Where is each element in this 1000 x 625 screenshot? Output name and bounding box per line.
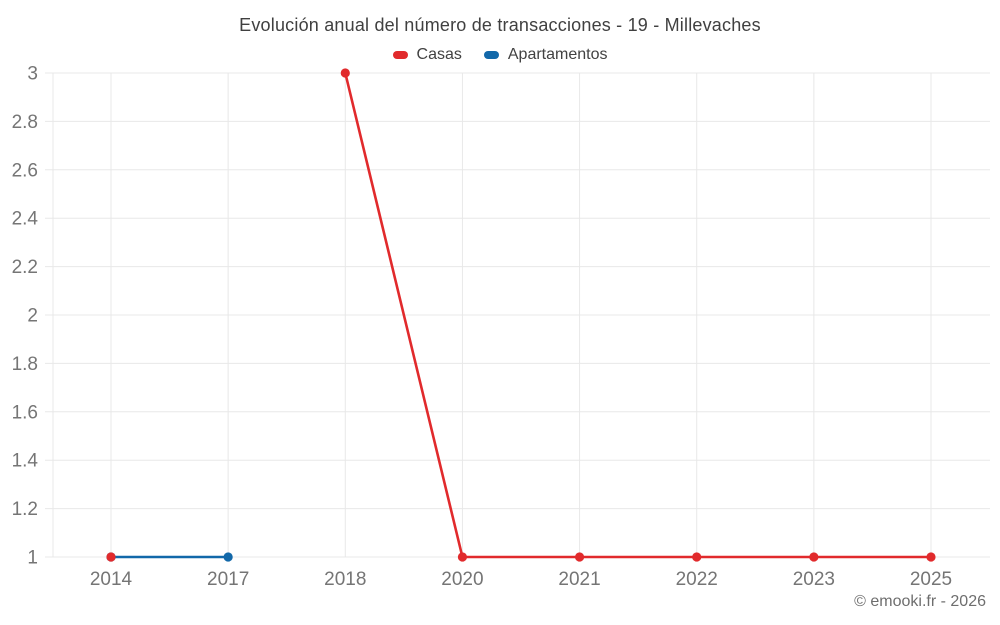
y-axis-tick-label: 1.6 (12, 402, 38, 423)
x-axis-tick-label: 2022 (676, 569, 718, 590)
y-axis-tick-label: 2.2 (12, 257, 38, 278)
y-axis-tick-label: 2.6 (12, 160, 38, 181)
y-axis-tick-label: 2.8 (12, 112, 38, 133)
x-axis-tick-label: 2020 (441, 569, 483, 590)
legend-swatch-apartamentos-icon (483, 51, 499, 59)
x-axis-tick-label: 2018 (324, 569, 366, 590)
data-point-casas-2022 (692, 552, 702, 562)
x-axis-tick-label: 2017 (207, 569, 249, 590)
series-line-casas (344, 72, 932, 559)
data-point-casas-2023 (809, 552, 819, 562)
x-axis-tick-label: 2021 (558, 569, 600, 590)
legend-label-casas: Casas (416, 46, 462, 63)
legend: Casas Apartamentos (0, 46, 1000, 64)
data-point-casas-2025 (926, 552, 936, 562)
data-point-casas-2018 (340, 68, 350, 78)
legend-label-apartamentos: Apartamentos (507, 46, 608, 63)
legend-swatch-casas-icon (392, 51, 408, 59)
copyright: © emooki.fr - 2026 (854, 593, 986, 610)
data-point-casas-2014 (106, 552, 116, 562)
x-axis-tick-label: 2014 (90, 569, 133, 590)
y-axis-tick-label: 1 (27, 547, 38, 568)
data-point-apartamentos-2017 (223, 552, 233, 562)
y-axis-tick-label: 1.4 (12, 451, 39, 472)
y-axis-tick-label: 1.2 (12, 499, 38, 520)
x-axis-tick-label: 2025 (910, 569, 952, 590)
y-axis-tick-label: 2 (27, 305, 38, 326)
y-axis-tick-label: 2.4 (12, 209, 39, 230)
y-axis-tick-label: 3 (27, 63, 38, 84)
data-point-casas-2020 (457, 552, 468, 562)
legend-item-apartamentos[interactable]: Apartamentos (483, 46, 608, 64)
data-point-casas-2021 (574, 552, 585, 562)
y-axis-tick-label: 1.8 (12, 354, 38, 375)
x-axis-tick-label: 2023 (793, 569, 835, 590)
chart-title: Evolución anual del número de transaccio… (239, 15, 761, 35)
legend-item-casas[interactable]: Casas (392, 46, 462, 64)
